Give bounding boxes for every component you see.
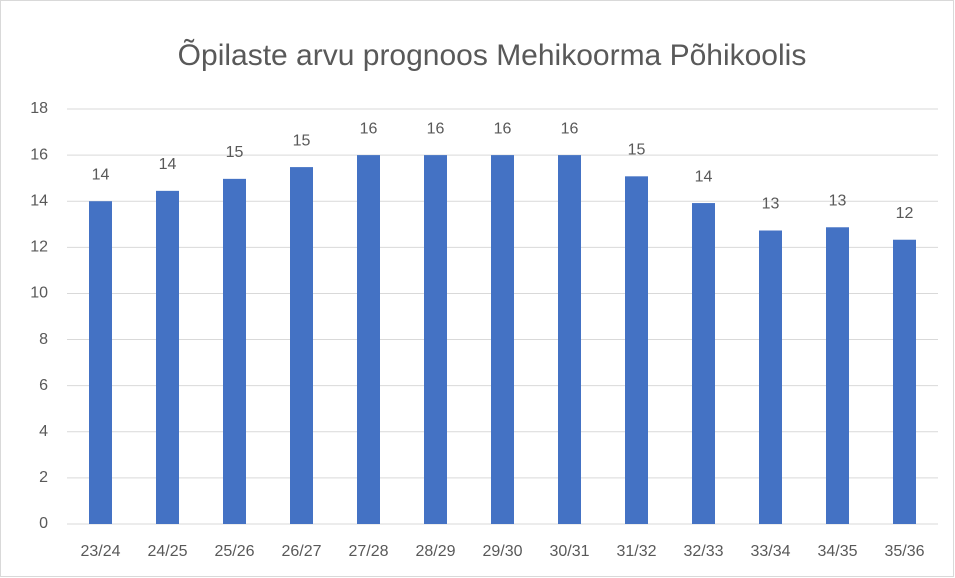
value-label: 15	[293, 132, 311, 149]
y-tick-label: 16	[30, 146, 48, 163]
bar	[290, 167, 313, 524]
value-label: 16	[494, 120, 512, 137]
bar	[491, 155, 514, 524]
value-label: 14	[695, 168, 713, 185]
value-label: 16	[561, 120, 579, 137]
value-label: 16	[360, 120, 378, 137]
y-tick-label: 10	[30, 285, 48, 302]
value-label: 16	[427, 120, 445, 137]
y-tick-label: 4	[39, 423, 48, 440]
y-tick-label: 12	[30, 239, 48, 256]
bar	[826, 227, 849, 524]
bar	[625, 176, 648, 525]
bar	[893, 239, 916, 524]
chart-title: Õpilaste arvu prognoos Mehikoorma Põhiko…	[178, 38, 807, 72]
value-label: 15	[628, 142, 646, 159]
x-tick-label: 23/24	[80, 543, 120, 560]
x-tick-label: 33/34	[750, 543, 790, 560]
x-tick-label: 24/25	[147, 543, 187, 560]
y-tick-label: 2	[39, 469, 48, 486]
value-label: 13	[829, 192, 847, 209]
bar	[156, 190, 179, 524]
value-label: 13	[762, 196, 780, 213]
y-tick-label: 14	[30, 192, 48, 209]
bar	[424, 155, 447, 524]
y-tick-label: 18	[30, 100, 48, 117]
x-tick-label: 34/35	[817, 543, 857, 560]
bar	[759, 230, 782, 524]
y-tick-label: 0	[39, 515, 48, 532]
x-tick-label: 27/28	[348, 543, 388, 560]
value-label: 12	[896, 205, 914, 222]
x-tick-label: 35/36	[884, 543, 924, 560]
y-tick-label: 6	[39, 377, 48, 394]
bar	[558, 155, 581, 524]
bar	[692, 203, 715, 525]
bar	[223, 178, 246, 524]
bar	[357, 155, 380, 524]
value-label: 14	[159, 156, 177, 173]
bar	[89, 201, 112, 524]
x-tick-label: 32/33	[683, 543, 723, 560]
x-tick-label: 25/26	[214, 543, 254, 560]
value-label: 15	[226, 144, 244, 161]
x-tick-label: 30/31	[549, 543, 589, 560]
value-label: 14	[92, 166, 110, 183]
x-tick-label: 28/29	[415, 543, 455, 560]
x-tick-label: 26/27	[281, 543, 321, 560]
y-tick-label: 8	[39, 331, 48, 348]
x-tick-label: 31/32	[616, 543, 656, 560]
x-tick-label: 29/30	[482, 543, 522, 560]
